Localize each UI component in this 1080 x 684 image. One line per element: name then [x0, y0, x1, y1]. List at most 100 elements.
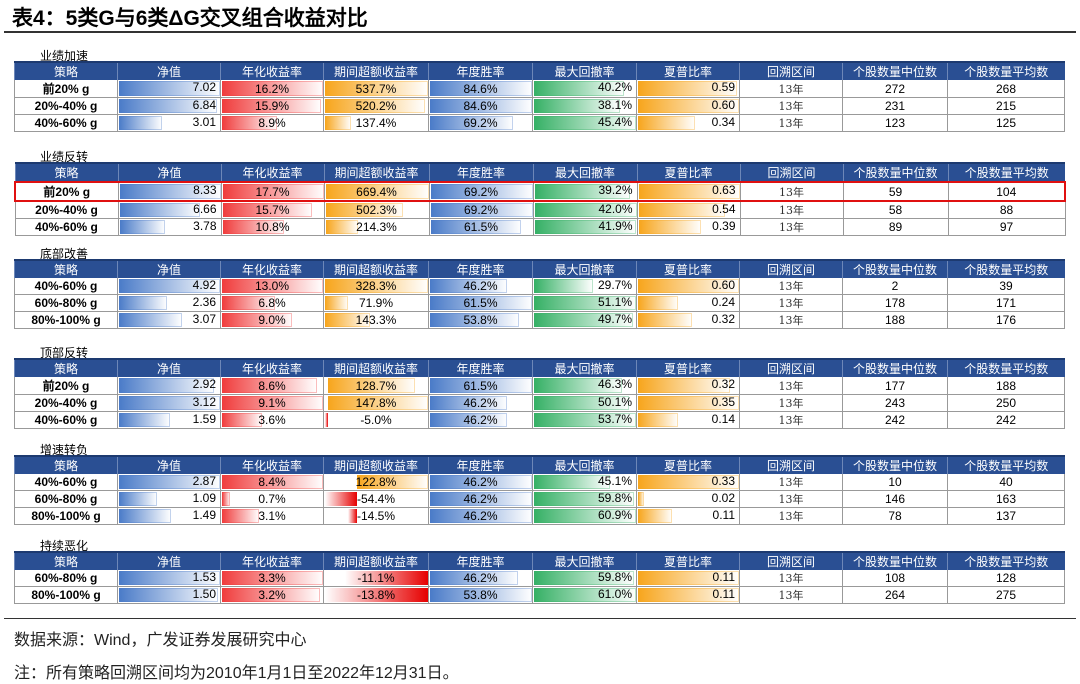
nav-value: 7.02	[192, 80, 216, 94]
excess-return-cell: 669.4%	[323, 181, 429, 202]
data-bar	[638, 81, 738, 96]
strategy-cell: 40%-60% g	[14, 474, 118, 491]
max-drawdown-value: 45.4%	[597, 115, 632, 129]
annual-win-rate-cell: 53.8%	[428, 586, 533, 604]
annual-win-rate-cell: 53.8%	[428, 311, 533, 329]
nav-value: 8.33	[193, 183, 217, 197]
mean-stock-count-value: 163	[995, 492, 1017, 506]
median-stock-count-value: 242	[884, 413, 906, 427]
excess-return-value: -14.5%	[356, 509, 396, 523]
data-bar	[119, 279, 220, 293]
nav-value: 6.66	[193, 202, 217, 216]
sharpe-ratio-value: 0.39	[712, 219, 736, 233]
median-stock-count-value: 188	[884, 313, 906, 327]
excess-return-cell: 502.3%	[323, 201, 429, 219]
annual-win-rate-cell: 46.2%	[428, 507, 533, 525]
sharpe-ratio-value: 0.63	[712, 183, 736, 197]
footnote: 注：所有策略回溯区间均为2010年1月1日至2022年12月31日。	[14, 665, 459, 682]
nav-cell: 1.09	[117, 490, 221, 508]
median-stock-count-cell: 2	[842, 278, 948, 295]
data-bar	[430, 99, 532, 113]
annual-return-value: 3.3%	[258, 571, 286, 585]
backtest-period-value: 13年	[779, 204, 804, 217]
median-stock-count-cell: 10	[842, 474, 948, 491]
data-bar	[534, 571, 634, 585]
table-row: 40%-60% g 3.78 10.8% 214.3% 61.5% 41.9% 0.39 13…	[14, 218, 1066, 236]
annual-win-rate-value: 46.2%	[463, 413, 498, 427]
header-annual-return: 年化收益率	[220, 358, 324, 377]
excess-return-value: 128.7%	[355, 378, 397, 393]
data-bar	[534, 396, 630, 410]
data-bar	[534, 81, 625, 96]
excess-return-value: 669.4%	[356, 184, 397, 199]
median-stock-count-value: 177	[884, 378, 906, 393]
data-bar	[222, 492, 231, 506]
data-bar	[534, 99, 620, 113]
max-drawdown-value: 46.3%	[597, 377, 632, 391]
data-bar	[325, 116, 352, 130]
mean-stock-count-value: 275	[995, 588, 1017, 602]
data-bar	[345, 571, 428, 585]
table-row: 60%-80% g 2.36 6.8% 71.9% 61.5% 51.1% 0.24 13年 1…	[14, 294, 1065, 312]
backtest-period-value: 13年	[778, 572, 804, 585]
max-drawdown-cell: 46.3%	[532, 377, 637, 395]
mean-stock-count-cell: 188	[947, 377, 1065, 395]
annual-return-value: 15.9%	[254, 99, 290, 113]
max-drawdown-cell: 53.7%	[532, 411, 637, 429]
excess-return-value: 137.4%	[355, 116, 397, 130]
mean-stock-count-cell: 171	[947, 294, 1065, 312]
mean-stock-count-cell: 40	[947, 474, 1065, 491]
max-drawdown-value: 42.0%	[598, 202, 633, 216]
sharpe-ratio-cell: 0.32	[636, 311, 740, 329]
strategy-cell: 前20% g	[14, 181, 118, 202]
nav-value: 4.92	[192, 278, 216, 292]
data-bar	[430, 116, 514, 130]
backtest-period-value: 13年	[778, 117, 804, 130]
data-bar	[222, 413, 262, 427]
header-mean-stock-count: 个股数量平均数	[947, 259, 1065, 278]
nav-value: 6.84	[192, 98, 216, 112]
header-excess-return: 期间超额收益率	[323, 259, 429, 278]
data-bar	[534, 378, 622, 393]
annual-return-value: 8.6%	[258, 378, 286, 393]
annual-win-rate-value: 46.2%	[463, 279, 498, 293]
header-strategy: 策略	[14, 455, 118, 474]
table-title: 表4：5类G与6类ΔG交叉组合收益对比	[12, 7, 368, 30]
strategy-value: 前20% g	[42, 82, 90, 96]
nav-cell: 1.49	[117, 507, 221, 525]
excess-return-cell: -13.8%	[323, 586, 429, 604]
backtest-period-cell: 13年	[739, 411, 843, 429]
header-mean-stock-count: 个股数量平均数	[947, 162, 1065, 182]
data-bar	[430, 396, 507, 410]
annual-win-rate-cell: 84.6%	[428, 80, 533, 98]
sharpe-ratio-value: 0.32	[711, 312, 735, 326]
backtest-period-value: 13年	[778, 314, 804, 327]
annual-win-rate-value: 46.2%	[463, 475, 498, 489]
sharpe-ratio-value: 0.11	[712, 570, 735, 584]
excess-return-value: -54.4%	[356, 492, 396, 506]
header-backtest-period: 回溯区间	[739, 551, 843, 570]
annual-win-rate-cell: 84.6%	[428, 97, 533, 115]
data-bar	[638, 184, 740, 199]
sharpe-ratio-value: 0.24	[711, 295, 735, 309]
mean-stock-count-value: 242	[995, 413, 1017, 427]
data-bar	[222, 279, 323, 293]
data-bar	[222, 378, 318, 393]
section-label: 持续恶化	[40, 539, 89, 553]
backtest-period-value: 13年	[778, 397, 804, 410]
table-section: 底部改善 策略 净值 年化收益率 期间超额收益率 年度胜率 最大回撤率 夏普比率 回溯区间 个股数…	[14, 247, 1065, 329]
backtest-period-cell: 13年	[739, 97, 843, 115]
nav-value: 3.12	[192, 395, 216, 409]
table-row: 20%-40% g 6.66 15.7% 502.3% 69.2% 42.0% 0.54 13…	[14, 201, 1066, 219]
annual-return-value: 3.2%	[258, 588, 286, 602]
strategy-value: 前20% g	[42, 379, 90, 393]
section-label: 业绩反转	[40, 150, 89, 164]
header-mean-stock-count: 个股数量平均数	[947, 358, 1065, 377]
data-bar	[328, 378, 416, 393]
header-backtest-period: 回溯区间	[739, 358, 843, 377]
mean-stock-count-cell: 104	[947, 181, 1066, 202]
median-stock-count-cell: 89	[842, 218, 948, 236]
data-bar	[430, 492, 532, 506]
table-row: 前20% g 2.92 8.6% 128.7% 61.5% 46.3% 0.32 13年 177…	[14, 377, 1065, 395]
median-stock-count-cell: 123	[842, 114, 948, 132]
